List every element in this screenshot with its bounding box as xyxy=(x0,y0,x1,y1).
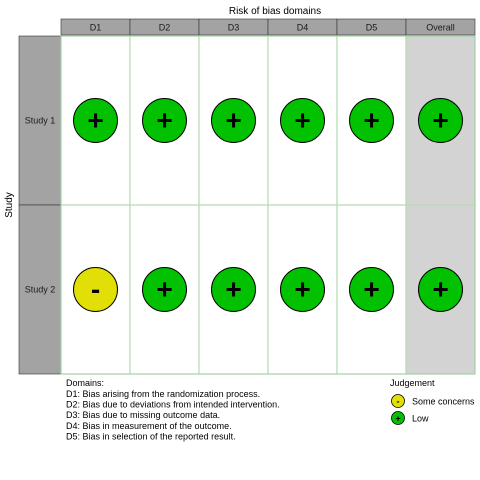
judgement-symbol-study-1-d5: + xyxy=(363,105,379,136)
judgement-point-study-1-d2 xyxy=(142,98,187,143)
judgement-point-study-2-d1 xyxy=(73,267,118,312)
judgement-point-study-2-d2 xyxy=(142,267,187,312)
column-header-overall xyxy=(405,18,476,36)
domain-description-4: D4: Bias in measurement of the outcome. xyxy=(66,421,232,431)
column-header-label-d3: D3 xyxy=(228,23,240,33)
column-header-label-d4: D4 xyxy=(297,23,309,33)
judgement-symbol-study-2-d4: + xyxy=(294,274,310,305)
judgement-symbol-study-1-overall: + xyxy=(432,105,448,136)
judgement-point-study-2-d5 xyxy=(349,267,394,312)
column-header-label-d5: D5 xyxy=(366,23,378,33)
domain-description-3: D3: Bias due to missing outcome data. xyxy=(66,410,220,420)
row-header-label-study-2: Study 2 xyxy=(25,285,56,295)
legend-symbol-some-concerns: - xyxy=(397,397,400,407)
chart-title: Risk of bias domains xyxy=(229,6,321,17)
legend-key-low xyxy=(391,411,405,425)
legend-label-low: Low xyxy=(412,414,429,424)
judgement-symbol-study-2-d2: + xyxy=(156,274,172,305)
domain-description-2: D2: Bias due to deviations from intended… xyxy=(66,400,280,410)
judgement-symbol-study-2-overall: + xyxy=(432,274,448,305)
row-header-study-2 xyxy=(18,204,62,375)
judgement-symbol-study-1-d3: + xyxy=(225,105,241,136)
judgement-point-study-2-overall xyxy=(418,267,463,312)
legend-key-some-concerns xyxy=(391,394,405,408)
domain-description-5: D5: Bias in selection of the reported re… xyxy=(66,431,236,441)
row-header-study-1 xyxy=(18,35,62,206)
legend-title: Judgement xyxy=(390,378,435,388)
judgement-point-study-2-d3 xyxy=(211,267,256,312)
judgement-symbol-study-1-d4: + xyxy=(294,105,310,136)
judgement-point-study-1-d4 xyxy=(280,98,325,143)
row-header-label-study-1: Study 1 xyxy=(25,116,56,126)
column-header-label-d1: D1 xyxy=(90,23,102,33)
judgement-point-study-1-d1 xyxy=(73,98,118,143)
column-header-label-overall: Overall xyxy=(426,23,455,33)
legend-symbol-low: + xyxy=(395,414,400,424)
judgement-symbol-study-2-d3: + xyxy=(225,274,241,305)
judgement-point-study-1-d3 xyxy=(211,98,256,143)
judgement-symbol-study-1-d2: + xyxy=(156,105,172,136)
judgement-symbol-study-1-d1: + xyxy=(87,105,103,136)
column-header-label-d2: D2 xyxy=(159,23,171,33)
judgement-symbol-study-2-d5: + xyxy=(363,274,379,305)
domain-description-1: D1: Bias arising from the randomization … xyxy=(66,389,260,399)
judgement-point-study-2-d4 xyxy=(280,267,325,312)
judgement-point-study-1-overall xyxy=(418,98,463,143)
judgement-symbol-study-2-d1: - xyxy=(91,274,100,305)
judgement-point-study-1-d5 xyxy=(349,98,394,143)
judgement-legend: Judgement - Some concerns + Low xyxy=(390,378,475,425)
y-axis-label: Study xyxy=(4,192,15,218)
chart-grid: D1 D2 D3 D4 D5 Overall Study 1 + + + + + + Study 2 - + +… xyxy=(18,18,476,375)
legend-label-some-concerns: Some concerns xyxy=(412,397,475,407)
panel-border xyxy=(60,35,476,375)
domains-key: Domains: D1: Bias arising from the rando… xyxy=(66,378,280,441)
domains-heading: Domains: xyxy=(66,378,104,388)
